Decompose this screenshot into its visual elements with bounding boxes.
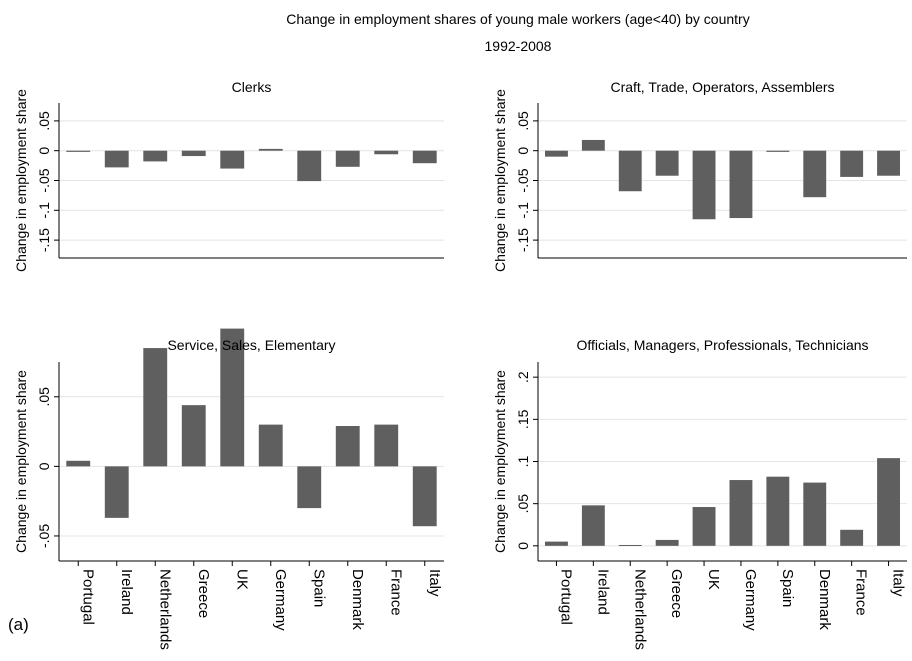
- bar-italy: [877, 458, 900, 546]
- bar-portugal: [66, 150, 91, 152]
- y-tick-label: -.15: [36, 228, 52, 252]
- chart-panels: -.15 -.1 -.05 0 .05 Change in employment shar…: [13, 79, 907, 650]
- chart-panel-1: -.15 -.1 -.05 0 .05 Change in employment shar…: [13, 79, 444, 272]
- bar-greece: [655, 150, 679, 176]
- x-tick-label: Italy: [890, 569, 907, 597]
- bar-denmark: [335, 150, 360, 167]
- y-tick-label: .1: [515, 455, 531, 467]
- bar-italy: [877, 150, 900, 176]
- y-tick-label: 0: [36, 147, 52, 155]
- y-axis-title: Change in employment share: [492, 370, 508, 553]
- x-tick-label: Spain: [779, 569, 796, 607]
- bar-denmark: [803, 150, 827, 198]
- panel-title: Clerks: [232, 79, 272, 95]
- x-tick-label: Spain: [310, 569, 327, 607]
- bar-greece: [181, 150, 206, 157]
- y-tick-label: -.15: [515, 228, 531, 252]
- bar-greece: [181, 405, 206, 467]
- x-tick-label: Germany: [742, 569, 759, 631]
- x-tick-label: Italy: [426, 569, 443, 597]
- figure-title: Change in employment shares of young mal…: [286, 11, 749, 27]
- bar-spain: [766, 150, 790, 152]
- x-tick-label: Greece: [668, 569, 685, 618]
- bar-uk: [220, 328, 245, 467]
- y-tick-label: -.1: [36, 202, 52, 219]
- bar-portugal: [545, 541, 568, 546]
- bar-germany: [258, 424, 283, 467]
- y-tick-label: .05: [515, 494, 531, 514]
- bar-uk: [692, 507, 716, 546]
- bar-uk: [692, 150, 716, 220]
- bar-netherlands: [618, 544, 642, 546]
- x-tick-label: Ireland: [594, 569, 611, 615]
- y-tick-label: .05: [36, 111, 52, 131]
- x-tick-label: Netherlands: [631, 569, 648, 650]
- y-axis-title: Change in employment share: [13, 370, 29, 553]
- bar-greece: [655, 539, 679, 546]
- figure-subtitle: 1992-2008: [485, 38, 552, 54]
- bar-france: [840, 150, 864, 177]
- bar-portugal: [545, 150, 568, 157]
- panel-label: (a): [8, 615, 29, 634]
- bar-netherlands: [143, 150, 168, 162]
- panel-title: Craft, Trade, Operators, Assemblers: [610, 79, 834, 95]
- y-tick-label: -.05: [515, 168, 531, 192]
- y-tick-label: -.05: [36, 524, 52, 548]
- bar-ireland: [104, 466, 129, 518]
- x-tick-label: France: [387, 569, 404, 616]
- bar-denmark: [335, 426, 360, 467]
- bar-germany: [729, 150, 753, 219]
- x-tick-label: Denmark: [349, 569, 366, 630]
- x-tick-label: UK: [705, 569, 722, 590]
- bar-italy: [412, 150, 437, 164]
- x-tick-label: Germany: [272, 569, 289, 631]
- bar-ireland: [581, 139, 605, 151]
- x-tick-label: France: [853, 569, 870, 616]
- y-tick-label: 0: [36, 462, 52, 470]
- y-tick-label: .2: [515, 371, 531, 383]
- x-tick-label: Denmark: [816, 569, 833, 630]
- panel-title: Officials, Managers, Professionals, Tech…: [576, 337, 868, 353]
- x-tick-label: Greece: [195, 569, 212, 618]
- chart-panel-4: 0 .05 .1 .15 .2 Change in employment share Off…: [492, 337, 907, 650]
- y-tick-label: .05: [515, 111, 531, 131]
- bar-spain: [297, 466, 322, 509]
- x-tick-label: Netherlands: [156, 569, 173, 650]
- y-tick-label: 0: [515, 147, 531, 155]
- chart-panel-2: -.15 -.1 -.05 0 .05 Change in employment shar…: [492, 79, 907, 272]
- bar-france: [840, 529, 864, 546]
- bar-netherlands: [618, 150, 642, 192]
- bar-netherlands: [143, 348, 168, 467]
- panel-title: Service, Sales, Elementary: [167, 337, 335, 353]
- y-axis-title: Change in employment share: [13, 89, 29, 272]
- y-axis-title: Change in employment share: [492, 89, 508, 272]
- bar-germany: [729, 480, 753, 546]
- y-tick-label: 0: [515, 542, 531, 550]
- chart-panel-3: -.05 0 .05 Change in employment share Servic…: [13, 328, 444, 650]
- bar-ireland: [581, 505, 605, 546]
- x-tick-label: Portugal: [557, 569, 574, 625]
- bar-denmark: [803, 482, 827, 546]
- y-tick-label: .15: [515, 409, 531, 429]
- bar-uk: [220, 150, 245, 169]
- bar-portugal: [66, 460, 91, 467]
- bar-spain: [766, 476, 790, 546]
- y-tick-label: -.05: [36, 168, 52, 192]
- y-tick-label: -.1: [515, 202, 531, 219]
- bar-france: [374, 150, 399, 155]
- bar-france: [374, 424, 399, 467]
- x-tick-label: UK: [233, 569, 250, 590]
- bar-ireland: [104, 150, 129, 168]
- x-tick-label: Portugal: [79, 569, 96, 625]
- bar-spain: [297, 150, 322, 182]
- bar-italy: [412, 466, 437, 527]
- x-tick-label: Ireland: [118, 569, 135, 615]
- bar-germany: [258, 148, 283, 151]
- y-tick-label: .05: [36, 387, 52, 407]
